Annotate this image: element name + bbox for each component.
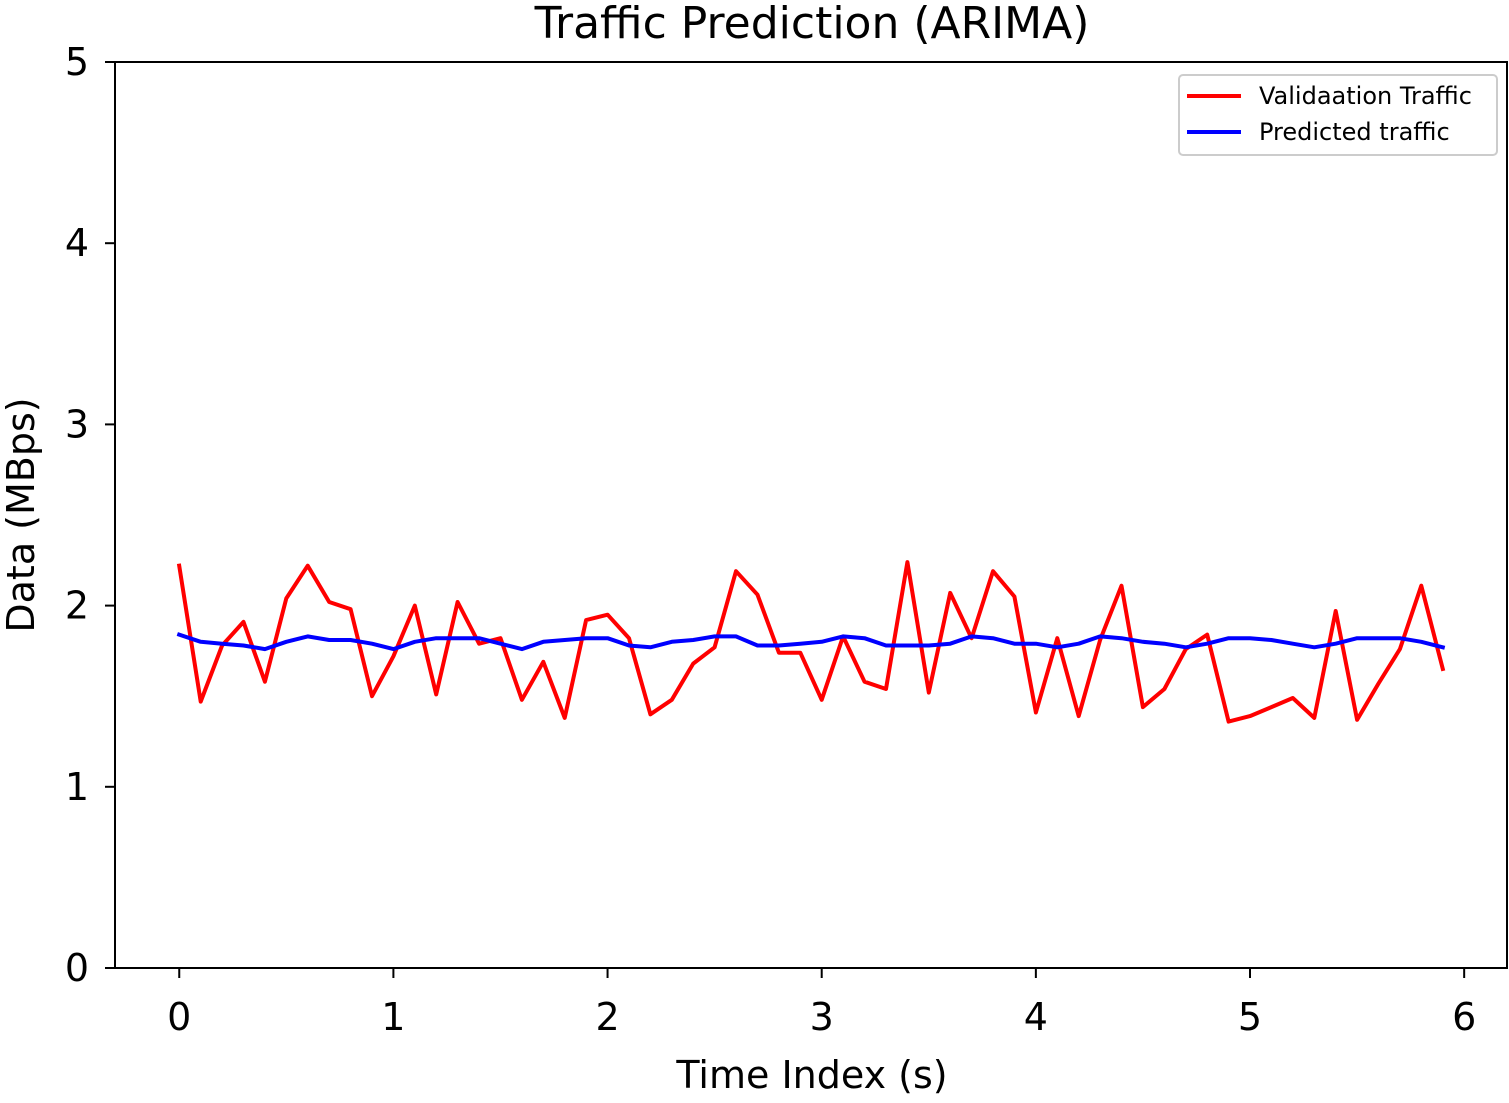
x-tick-label: 4 (1024, 995, 1048, 1039)
y-tick-label: 1 (65, 765, 89, 809)
plot-area (114, 61, 1508, 969)
y-tick-label: 0 (65, 946, 89, 990)
plot-frame (114, 61, 1508, 969)
y-tick-label: 4 (65, 221, 89, 265)
y-tick-label: 3 (65, 402, 89, 446)
x-axis-title: Time Index (s) (675, 1053, 947, 1097)
y-axis-title: Data (MBps) (0, 397, 43, 632)
legend: Validaation Traffic Predicted traffic (1178, 74, 1498, 156)
x-tick-label: 6 (1452, 995, 1476, 1039)
legend-label-2: Predicted traffic (1259, 118, 1450, 146)
x-tick-label: 3 (810, 995, 834, 1039)
y-tick-label: 5 (65, 40, 89, 84)
x-tick-label: 0 (167, 995, 191, 1039)
x-tick-label: 5 (1238, 995, 1262, 1039)
axis-ticks: 0 1 2 3 4 5 6 0 1 2 3 4 5 (65, 40, 1476, 1039)
series-line-1 (176, 560, 1446, 724)
y-tick-label: 2 (65, 584, 89, 628)
x-tick-label: 2 (595, 995, 619, 1039)
legend-box (1178, 74, 1498, 156)
series-line-2 (176, 632, 1446, 652)
chart-title: Traffic Prediction (ARIMA) (534, 0, 1090, 49)
legend-label-1: Validaation Traffic (1259, 82, 1472, 110)
x-tick-label: 1 (381, 995, 405, 1039)
